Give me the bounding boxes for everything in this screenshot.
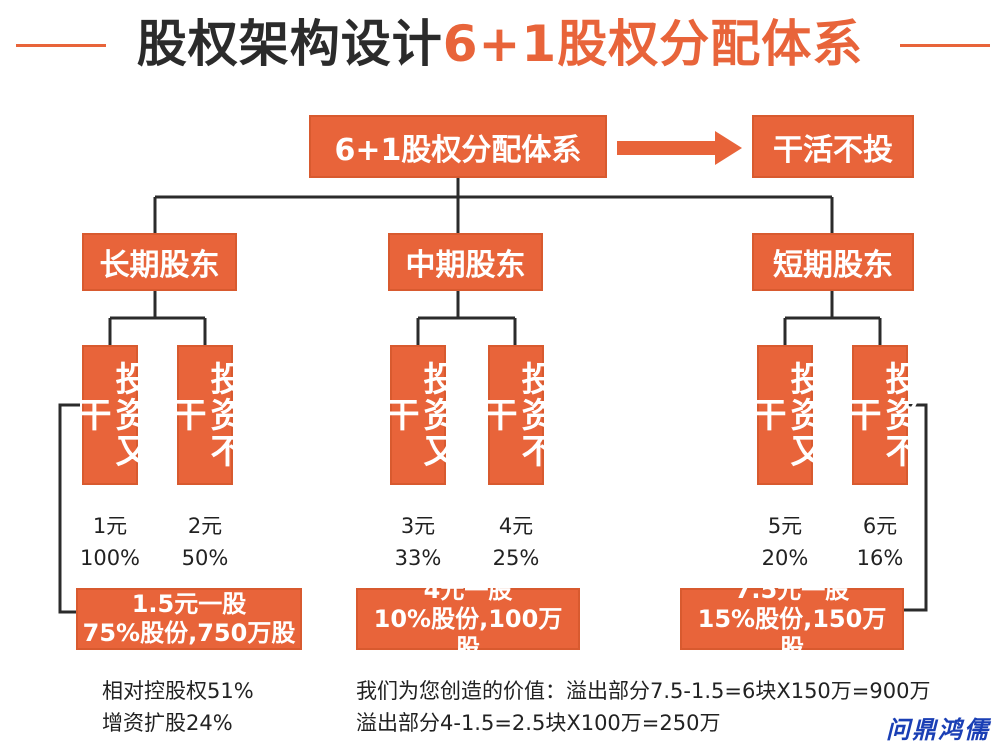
summary-long-line2: 75%股份,750万股 <box>82 619 296 647</box>
note-value-created: 我们为您创造的价值：溢出部分7.5-1.5=6块X150万=900万 <box>356 679 931 703</box>
option-mid-a: 投资又干 <box>379 345 457 485</box>
option-long-b-label: 投资不干 <box>166 361 244 469</box>
value-mid-a: 3元 33% <box>378 510 458 574</box>
price-mid-a: 3元 <box>400 514 436 538</box>
summary-short-line1: 7.5元一股 <box>734 575 850 604</box>
option-mid-b-label: 投资不干 <box>477 361 555 469</box>
price-mid-b: 4元 <box>498 514 534 538</box>
title-part-1: 股权架构设计 <box>136 15 443 73</box>
arrow-to-side <box>617 131 742 165</box>
root-label: 6+1股权分配体系 <box>334 132 582 168</box>
note-overflow: 溢出部分4-1.5=2.5块X100万=250万 <box>356 711 721 735</box>
option-long-b: 投资不干 <box>166 345 244 485</box>
option-short-b-label: 投资不干 <box>841 361 919 469</box>
tier-mid-label: 中期股东 <box>405 248 526 283</box>
price-long-a: 1元 <box>92 514 128 538</box>
long-bracket <box>58 403 80 614</box>
page-header: 股权架构设计6+1股权分配体系 <box>0 10 1000 80</box>
title-rule-left <box>16 44 106 47</box>
tier-long-box: 长期股东 <box>82 233 237 291</box>
summary-mid-line1: 4元一股 <box>423 575 513 604</box>
option-short-a-label: 投资又干 <box>746 361 824 469</box>
side-label: 干活不投 <box>773 132 893 168</box>
tier-short-box: 短期股东 <box>752 233 914 291</box>
summary-mid: 4元一股 10%股份,100万股 <box>356 576 580 662</box>
percent-short-b: 16% <box>856 546 904 570</box>
option-long-a: 投资又干 <box>71 345 149 485</box>
signature: 问鼎鸿儒 <box>886 716 990 744</box>
summary-mid-line2: 10%股份,100万股 <box>373 604 563 662</box>
page-title: 股权架构设计6+1股权分配体系 <box>100 10 900 78</box>
note-capital-increase: 增资扩股24% <box>102 711 233 735</box>
summary-long-line1: 1.5元一股 <box>131 590 247 618</box>
tier-mid-box: 中期股东 <box>388 233 543 291</box>
short-bracket <box>904 403 928 612</box>
price-short-a: 5元 <box>767 514 803 538</box>
value-short-b: 6元 16% <box>840 510 920 574</box>
title-part-2: 6+1股权分配体系 <box>442 15 864 73</box>
tier-long-label: 长期股东 <box>99 248 220 283</box>
percent-mid-a: 33% <box>394 546 442 570</box>
root-box: 6+1股权分配体系 <box>309 115 607 178</box>
value-mid-b: 4元 25% <box>476 510 556 574</box>
value-long-b: 2元 50% <box>165 510 245 574</box>
value-short-a: 5元 20% <box>745 510 825 574</box>
title-rule-right <box>900 44 990 47</box>
value-long-a: 1元 100% <box>70 510 150 574</box>
option-mid-b: 投资不干 <box>477 345 555 485</box>
option-mid-a-label: 投资又干 <box>379 361 457 469</box>
summary-short: 7.5元一股 15%股份,150万股 <box>680 576 904 662</box>
option-short-b: 投资不干 <box>841 345 919 485</box>
option-short-a: 投资又干 <box>746 345 824 485</box>
price-short-b: 6元 <box>862 514 898 538</box>
percent-mid-b: 25% <box>492 546 540 570</box>
side-box: 干活不投 <box>752 115 914 178</box>
percent-long-a: 100% <box>79 546 141 570</box>
tier-short-label: 短期股东 <box>773 248 893 283</box>
note-control: 相对控股权51% <box>102 679 254 703</box>
summary-long: 1.5元一股 75%股份,750万股 <box>76 588 302 650</box>
price-long-b: 2元 <box>187 514 223 538</box>
summary-short-line2: 15%股份,150万股 <box>697 604 887 662</box>
percent-short-a: 20% <box>761 546 809 570</box>
percent-long-b: 50% <box>181 546 229 570</box>
option-long-a-label: 投资又干 <box>71 361 149 469</box>
